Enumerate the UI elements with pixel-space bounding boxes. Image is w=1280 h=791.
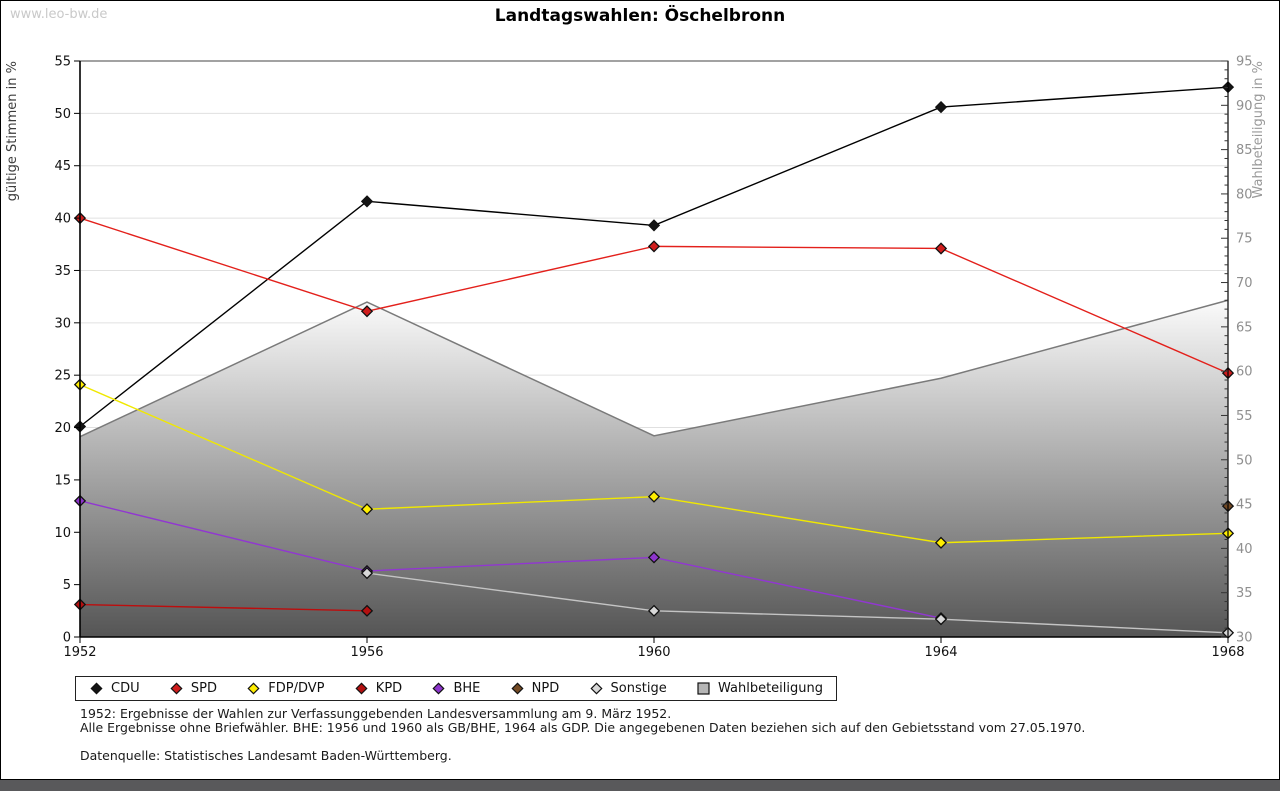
right-axis-title: Wahlbeteiligung in % — [1251, 61, 1266, 198]
legend-item-sonstige: Sonstige — [589, 681, 667, 696]
marker-sonstige-1956 — [360, 566, 374, 580]
svg-text:55: 55 — [1236, 409, 1253, 424]
svg-text:1952: 1952 — [63, 645, 96, 660]
svg-text:45: 45 — [54, 159, 71, 174]
svg-text:50: 50 — [54, 107, 71, 122]
svg-text:1960: 1960 — [637, 645, 670, 660]
legend-item-wahlbeteiligung: Wahlbeteiligung — [696, 681, 823, 696]
svg-text:35: 35 — [1236, 586, 1253, 601]
legend-item-fdp: FDP/DVP — [246, 681, 325, 696]
svg-text:60: 60 — [1236, 365, 1253, 380]
svg-text:25: 25 — [54, 369, 71, 384]
svg-text:0: 0 — [63, 631, 71, 646]
marker-spd-1960 — [647, 240, 661, 253]
wahlbeteiligung-area-icon — [697, 682, 710, 695]
left-axis-title: gültige Stimmen in % — [5, 61, 20, 201]
footnote-line-1: 1952: Ergebnisse der Wahlen zur Verfassu… — [80, 706, 672, 721]
fdp-marker-icon — [247, 682, 260, 695]
svg-text:80: 80 — [1236, 187, 1253, 202]
svg-text:95: 95 — [1236, 55, 1253, 70]
npd-marker-icon — [511, 682, 524, 695]
svg-text:1964: 1964 — [924, 645, 957, 660]
site-watermark: www.leo-bw.de — [10, 7, 108, 22]
legend-item-cdu: CDU — [89, 681, 140, 696]
svg-text:30: 30 — [1236, 631, 1253, 646]
data-source-note: Datenquelle: Statistisches Landesamt Bad… — [80, 748, 452, 763]
bottom-edge-bar — [0, 780, 1280, 791]
svg-text:10: 10 — [54, 526, 71, 541]
wahlbeteiligung-fill — [80, 300, 1228, 637]
marker-cdu-1964 — [934, 100, 948, 114]
svg-text:85: 85 — [1236, 143, 1253, 158]
legend-label-spd: SPD — [190, 681, 217, 696]
chart-legend: CDU SPD FDP/DVP KPD BHE NPD Sonstige Wah… — [75, 676, 837, 701]
legend-label-bhe: BHE — [453, 681, 481, 696]
series-line-bhe — [79, 500, 942, 619]
series-line-kpd — [79, 603, 368, 612]
data-point-markers — [73, 81, 1235, 639]
marker-spd-1956 — [360, 305, 374, 318]
svg-text:1968: 1968 — [1211, 645, 1244, 660]
marker-fdp-dvp-1956 — [360, 503, 374, 516]
marker-cdu-1960 — [647, 219, 661, 232]
legend-label-npd: NPD — [531, 681, 560, 696]
legend-label-sonstige: Sonstige — [610, 681, 667, 696]
svg-text:40: 40 — [54, 212, 71, 227]
cdu-marker-icon — [90, 682, 103, 695]
marker-cdu-1956 — [360, 195, 374, 208]
svg-text:50: 50 — [1236, 453, 1253, 468]
legend-label-wahlbeteiligung: Wahlbeteiligung — [717, 681, 823, 696]
marker-sonstige-1960 — [647, 604, 661, 617]
svg-text:45: 45 — [1236, 498, 1253, 513]
svg-text:90: 90 — [1236, 99, 1253, 114]
sonstige-marker-icon — [589, 682, 603, 695]
legend-label-kpd: KPD — [375, 681, 403, 696]
svg-text:1956: 1956 — [350, 645, 383, 660]
svg-text:65: 65 — [1236, 320, 1253, 335]
svg-text:40: 40 — [1236, 542, 1253, 557]
marker-fdp-dvp-1960 — [647, 490, 661, 503]
series-line-sonstige — [366, 572, 1229, 634]
bhe-marker-icon — [432, 682, 446, 695]
legend-item-spd: SPD — [169, 681, 217, 696]
marker-bhe-1960 — [647, 551, 661, 564]
marker-fdp-dvp-1964 — [934, 536, 948, 549]
axes: 0 5 10 15 20 25 30 35 40 45 50 55 30 35 40 45 50 55 60 65 70… — [5, 55, 1266, 661]
page-title: Landtagswahlen: Öschelbronn — [494, 6, 786, 26]
marker-spd-1964 — [934, 242, 948, 255]
legend-label-fdp: FDP/DVP — [268, 681, 325, 696]
legend-item-kpd: KPD — [354, 681, 402, 696]
spd-marker-icon — [170, 682, 183, 695]
marker-kpd-1956 — [360, 604, 374, 617]
svg-text:55: 55 — [54, 55, 71, 70]
svg-text:35: 35 — [54, 264, 71, 279]
legend-item-npd: NPD — [510, 681, 560, 696]
wahlbeteiligung-edge — [79, 299, 1229, 438]
svg-text:20: 20 — [54, 421, 71, 436]
svg-text:5: 5 — [63, 578, 71, 593]
kpd-marker-icon — [355, 682, 368, 695]
marker-sonstige-1964 — [934, 613, 948, 626]
svg-text:75: 75 — [1236, 232, 1253, 247]
legend-item-bhe: BHE — [431, 681, 480, 696]
footnote-line-2: Alle Ergebnisse ohne Briefwähler. BHE: 1… — [80, 720, 1086, 735]
svg-text:70: 70 — [1236, 276, 1253, 291]
svg-text:30: 30 — [54, 316, 71, 331]
chart-footnotes: 1952: Ergebnisse der Wahlen zur Verfassu… — [80, 707, 1085, 763]
legend-label-cdu: CDU — [111, 681, 140, 696]
election-line-chart: 0 5 10 15 20 25 30 35 40 45 50 55 30 35 40 45 50 55 60 65 70… — [5, 55, 1266, 661]
svg-text:15: 15 — [54, 473, 71, 488]
wahlbeteiligung-area — [79, 299, 1229, 637]
